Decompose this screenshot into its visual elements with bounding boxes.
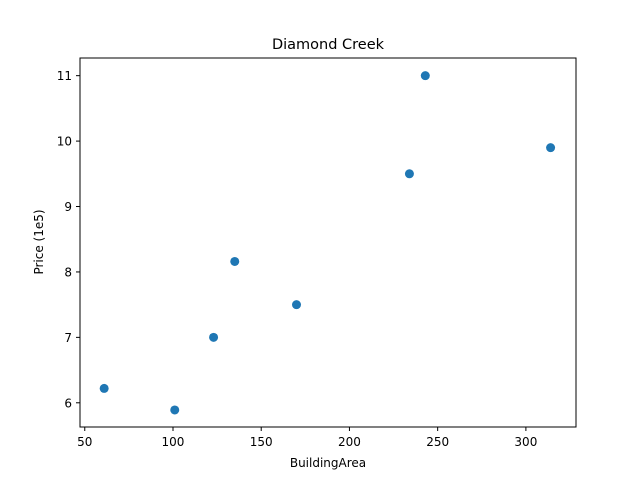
x-axis: 50 100 150 200 250 300 [77, 427, 537, 449]
scatter-point [420, 71, 430, 81]
y-tick-label: 7 [64, 331, 72, 345]
x-tick-label: 150 [250, 435, 273, 449]
x-tick-label: 50 [77, 435, 92, 449]
scatter-point [209, 332, 219, 342]
scatter-point [99, 383, 109, 393]
scatter-point [292, 300, 302, 310]
y-tick-label: 10 [57, 135, 72, 149]
scatter-point [546, 143, 556, 153]
x-axis-label: BuildingArea [290, 456, 366, 470]
y-tick-label: 9 [64, 200, 72, 214]
plot-area [99, 71, 556, 415]
y-axis-label: Price (1e5) [32, 209, 46, 274]
scatter-point [230, 256, 240, 266]
x-tick-label: 200 [338, 435, 361, 449]
scatter-point [404, 169, 414, 179]
y-axis: 6 7 8 9 10 11 [57, 69, 80, 410]
scatter-point [170, 405, 180, 415]
y-tick-label: 11 [57, 69, 72, 83]
x-tick-label: 300 [514, 435, 537, 449]
y-tick-label: 6 [64, 396, 72, 410]
x-tick-label: 100 [162, 435, 185, 449]
chart-title: Diamond Creek [272, 37, 385, 53]
plot-frame [79, 57, 577, 428]
x-tick-label: 250 [426, 435, 449, 449]
y-tick-label: 8 [64, 265, 72, 279]
